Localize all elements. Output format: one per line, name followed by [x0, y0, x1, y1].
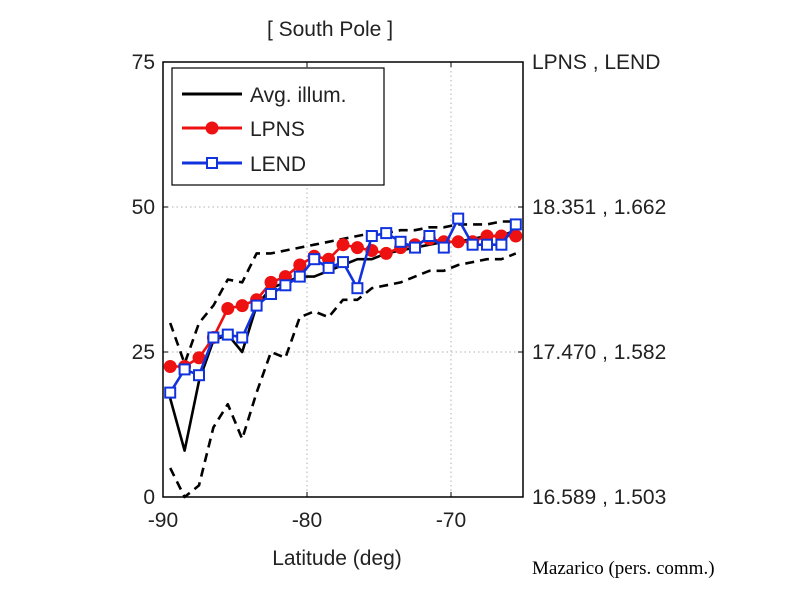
legend-label-lend: LEND: [250, 153, 306, 176]
lend-point: [337, 256, 349, 269]
lend-point: [423, 230, 436, 242]
legend-marker-lend: [206, 157, 218, 169]
lpns-point: [264, 275, 278, 289]
lend-point: [293, 270, 306, 283]
lpns-point: [451, 235, 465, 249]
lpns-point: [192, 351, 206, 365]
lend-point: [236, 331, 249, 344]
legend: Avg. illum. LPNS LEND: [171, 67, 385, 186]
lend-point: [409, 241, 421, 254]
x-tick-label: -70: [436, 509, 466, 532]
lend-point: [452, 212, 465, 225]
right-axis-title: LPNS , LEND: [532, 51, 660, 74]
lend-point: [495, 238, 508, 251]
lpns-point: [350, 241, 364, 255]
series-lend: [164, 212, 522, 399]
y-tick-label: 25: [132, 341, 155, 364]
ticks: -90 -80 -70 0 25 50 75 16.589 , 1.503 17.470 , 1…: [132, 51, 667, 532]
lend-point: [265, 288, 277, 300]
right-axis-label: 17.470 , 1.582: [532, 341, 666, 364]
right-axis-label: 18.351 , 1.662: [532, 196, 666, 219]
x-axis-label: Latitude (deg): [272, 547, 402, 570]
credit-text: Mazarico (pers. comm.): [532, 558, 715, 579]
lend-point: [308, 253, 321, 266]
lpns-point: [221, 302, 235, 315]
lpns-point: [336, 238, 350, 252]
lend-point: [221, 328, 234, 341]
lend-point: [481, 238, 493, 251]
lpns-point: [235, 299, 249, 313]
lend-point: [380, 227, 393, 240]
lend-point: [164, 386, 177, 399]
legend-marker-lpns: [205, 121, 219, 135]
lpns-point: [163, 360, 177, 373]
lpns-point: [379, 246, 393, 260]
lend-point: [178, 363, 191, 376]
y-tick-label: 50: [132, 196, 155, 219]
lend-point: [351, 282, 364, 295]
chart-title: [ South Pole ]: [267, 18, 393, 41]
x-tick-label: -80: [292, 509, 322, 532]
series-layer: [163, 212, 523, 499]
lpns-point: [509, 229, 523, 243]
lend-point: [509, 218, 522, 231]
lend-point: [193, 369, 205, 382]
lend-point: [250, 299, 263, 312]
lend-point: [394, 235, 407, 248]
lend-point: [466, 238, 479, 251]
series-lower-bound: [169, 252, 517, 499]
legend-label-lpns: LPNS: [250, 118, 305, 141]
lend-point: [437, 241, 450, 254]
lpns-point: [293, 258, 307, 272]
lend-point: [365, 230, 378, 242]
y-tick-label: 0: [143, 486, 155, 509]
plot-frame: [162, 61, 524, 498]
y-tick-label: 75: [132, 51, 155, 74]
legend-label-avg: Avg. illum.: [250, 84, 346, 107]
lend-point: [207, 331, 220, 344]
right-axis-label: 16.589 , 1.503: [532, 486, 666, 509]
lend-point: [322, 261, 335, 274]
series-line-lower-bound: [169, 252, 517, 499]
x-tick-label: -90: [148, 509, 178, 532]
lend-point: [279, 279, 292, 292]
